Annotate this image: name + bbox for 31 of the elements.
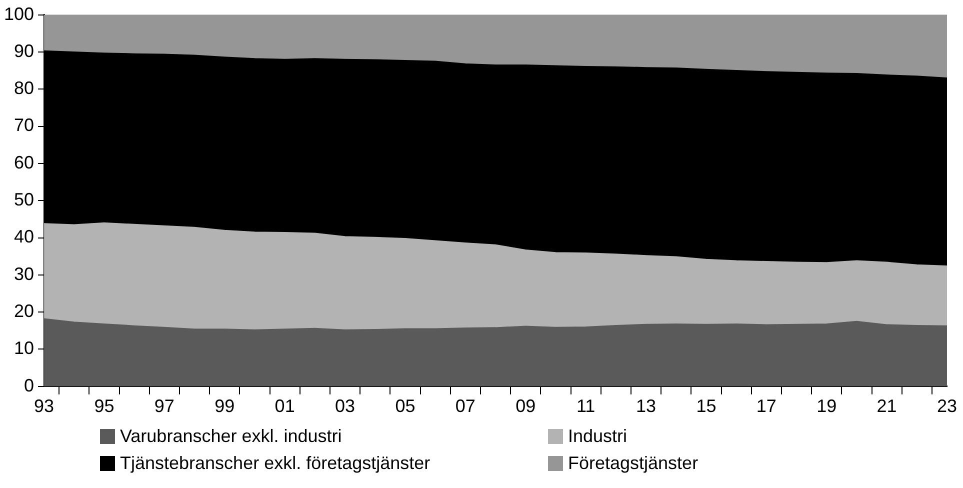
legend-label: Företagstjänster: [568, 453, 698, 474]
legend-label: Varubranscher exkl. industri: [120, 426, 342, 447]
y-tick-label: 90: [14, 40, 34, 61]
y-tick-label: 40: [14, 226, 34, 247]
x-tick-label: 23: [936, 396, 958, 416]
x-tick-label: 21: [876, 396, 897, 416]
x-tick-label: 05: [395, 396, 416, 416]
x-tick-label: 09: [516, 396, 536, 416]
y-tick-label: 100: [4, 4, 34, 24]
y-tick-label: 0: [24, 375, 34, 396]
x-tick-label: 93: [34, 396, 54, 416]
y-tick-label: 80: [14, 78, 34, 98]
x-tick-label: 03: [335, 396, 356, 416]
x-tick-label: 95: [94, 396, 114, 416]
x-tick-label: 07: [455, 396, 476, 416]
x-tick-label: 99: [214, 396, 235, 416]
y-tick-label: 50: [14, 190, 34, 210]
x-tick-label: 19: [816, 396, 837, 416]
legend-label: Tjänstebranscher exkl. företagstjänster: [120, 453, 430, 474]
legend-label: Industri: [568, 426, 628, 447]
x-tick-label: 01: [274, 396, 295, 416]
x-tick-label: 13: [636, 396, 656, 416]
y-tick-label: 10: [14, 338, 34, 358]
y-tick-label: 60: [14, 152, 34, 172]
x-tick-label: 97: [154, 396, 174, 416]
x-tick-label: 17: [756, 396, 776, 416]
x-tick-label: 15: [696, 396, 716, 416]
y-tick-label: 70: [14, 115, 34, 136]
x-tick-label: 11: [576, 396, 596, 416]
y-tick-label: 30: [14, 264, 34, 284]
y-tick-label: 20: [14, 301, 34, 322]
